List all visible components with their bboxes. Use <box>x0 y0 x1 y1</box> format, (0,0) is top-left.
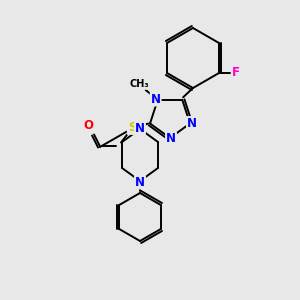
Text: S: S <box>128 121 136 134</box>
Text: O: O <box>83 119 93 132</box>
Text: CH₃: CH₃ <box>130 79 149 89</box>
Text: N: N <box>151 92 161 106</box>
Text: N: N <box>187 117 197 130</box>
Text: N: N <box>135 176 145 188</box>
Text: N: N <box>166 133 176 146</box>
Text: N: N <box>135 122 145 134</box>
Text: F: F <box>232 67 240 80</box>
